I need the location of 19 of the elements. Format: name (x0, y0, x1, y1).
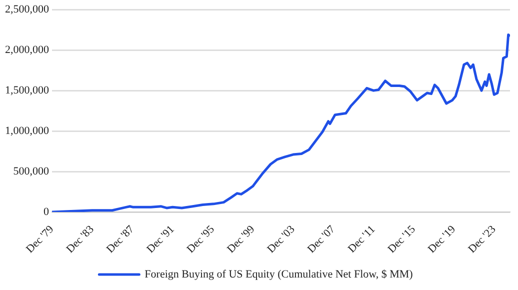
x-tick-label: Dec '91 (144, 223, 177, 256)
x-tick-label: Dec '11 (346, 223, 378, 256)
x-tick-label: Dec '19 (426, 223, 458, 256)
y-tick-label: 1,500,000 (5, 84, 50, 96)
x-tick-label: Dec '07 (305, 223, 338, 256)
x-tick-label: Dec '95 (184, 223, 218, 256)
y-tick-label: 2,000,000 (5, 44, 50, 56)
y-tick-label: 0 (44, 206, 50, 218)
x-tick-label: Dec '79 (24, 223, 57, 256)
x-tick-label: Dec '83 (64, 223, 97, 256)
x-tick-label: Dec '03 (265, 223, 298, 256)
legend-label: Foreign Buying of US Equity (Cumulative Net Flow, $ MM) (144, 268, 414, 280)
x-tick-label: Dec '87 (104, 223, 137, 256)
y-tick-label: 2,500,000 (5, 3, 50, 16)
x-tick-label: Dec '99 (224, 223, 258, 256)
x-tick-label: Dec '15 (386, 223, 418, 256)
y-tick-label: 500,000 (13, 165, 50, 178)
x-tick-label: Dec '23 (466, 223, 499, 256)
y-tick-label: 1,000,000 (5, 124, 50, 137)
